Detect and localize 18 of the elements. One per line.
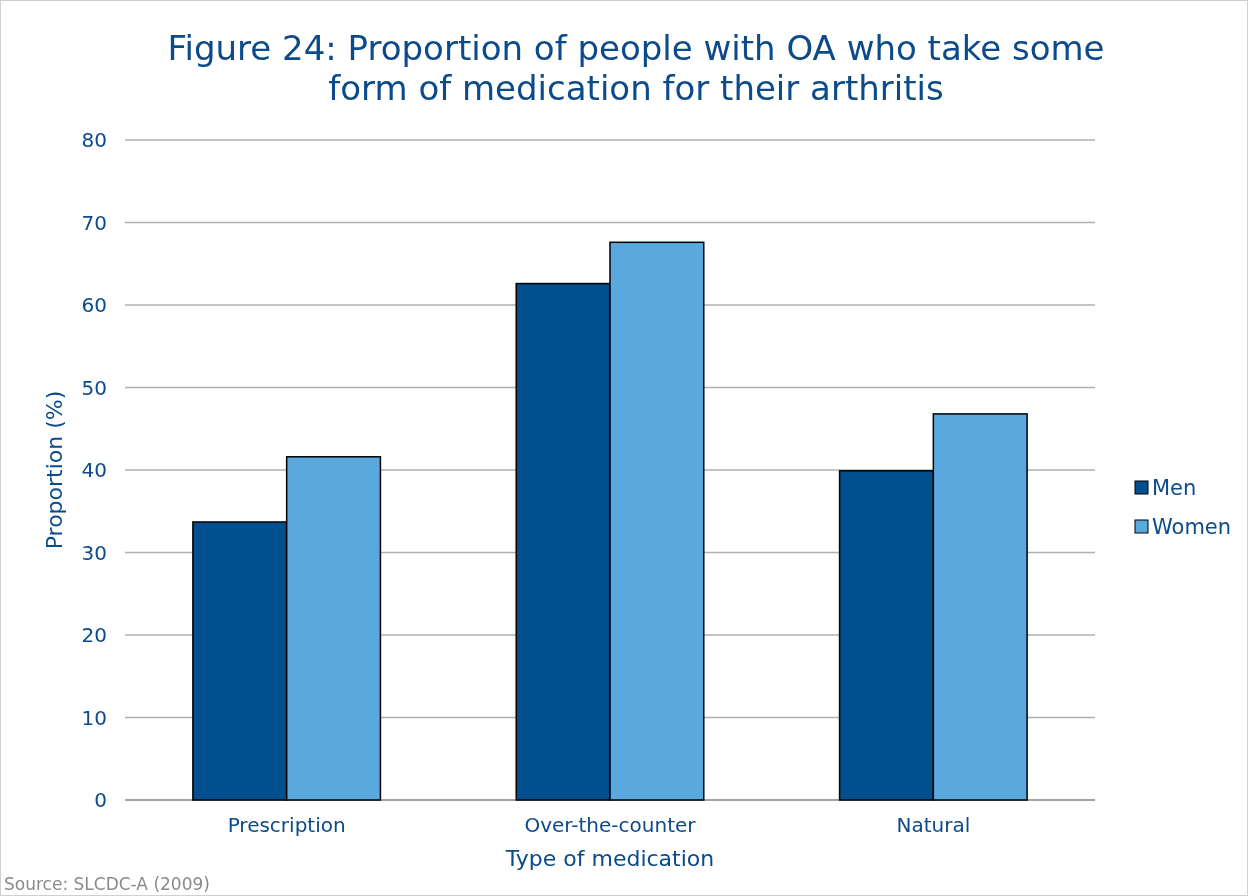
legend-label: Men <box>1152 476 1197 501</box>
y-tick-label: 80 <box>81 128 107 152</box>
y-tick-label: 70 <box>81 210 107 235</box>
y-tick-label: 20 <box>81 623 107 647</box>
x-tick-label: Over-the-counter <box>524 813 697 837</box>
chart-title: Figure 24: Proportion of people with OA who take some form of medication for their arthritis <box>167 28 1105 108</box>
x-tick-label: Natural <box>896 813 971 837</box>
y-tick-label: 40 <box>81 458 107 482</box>
y-tick-label: 60 <box>81 293 107 317</box>
y-tick-label: 50 <box>81 375 107 400</box>
x-tick-label: Prescription <box>227 813 346 837</box>
y-axis-title: Proportion (%) <box>42 390 67 550</box>
legend-label: Women <box>1152 515 1232 540</box>
y-tick-label: 10 <box>81 705 107 730</box>
x-axis-title: Type of medication <box>504 846 715 871</box>
source-note: Source: SLCDC-A (2009) <box>4 874 210 894</box>
y-tick-label: 30 <box>81 540 107 565</box>
y-tick-label: 0 <box>94 788 107 812</box>
